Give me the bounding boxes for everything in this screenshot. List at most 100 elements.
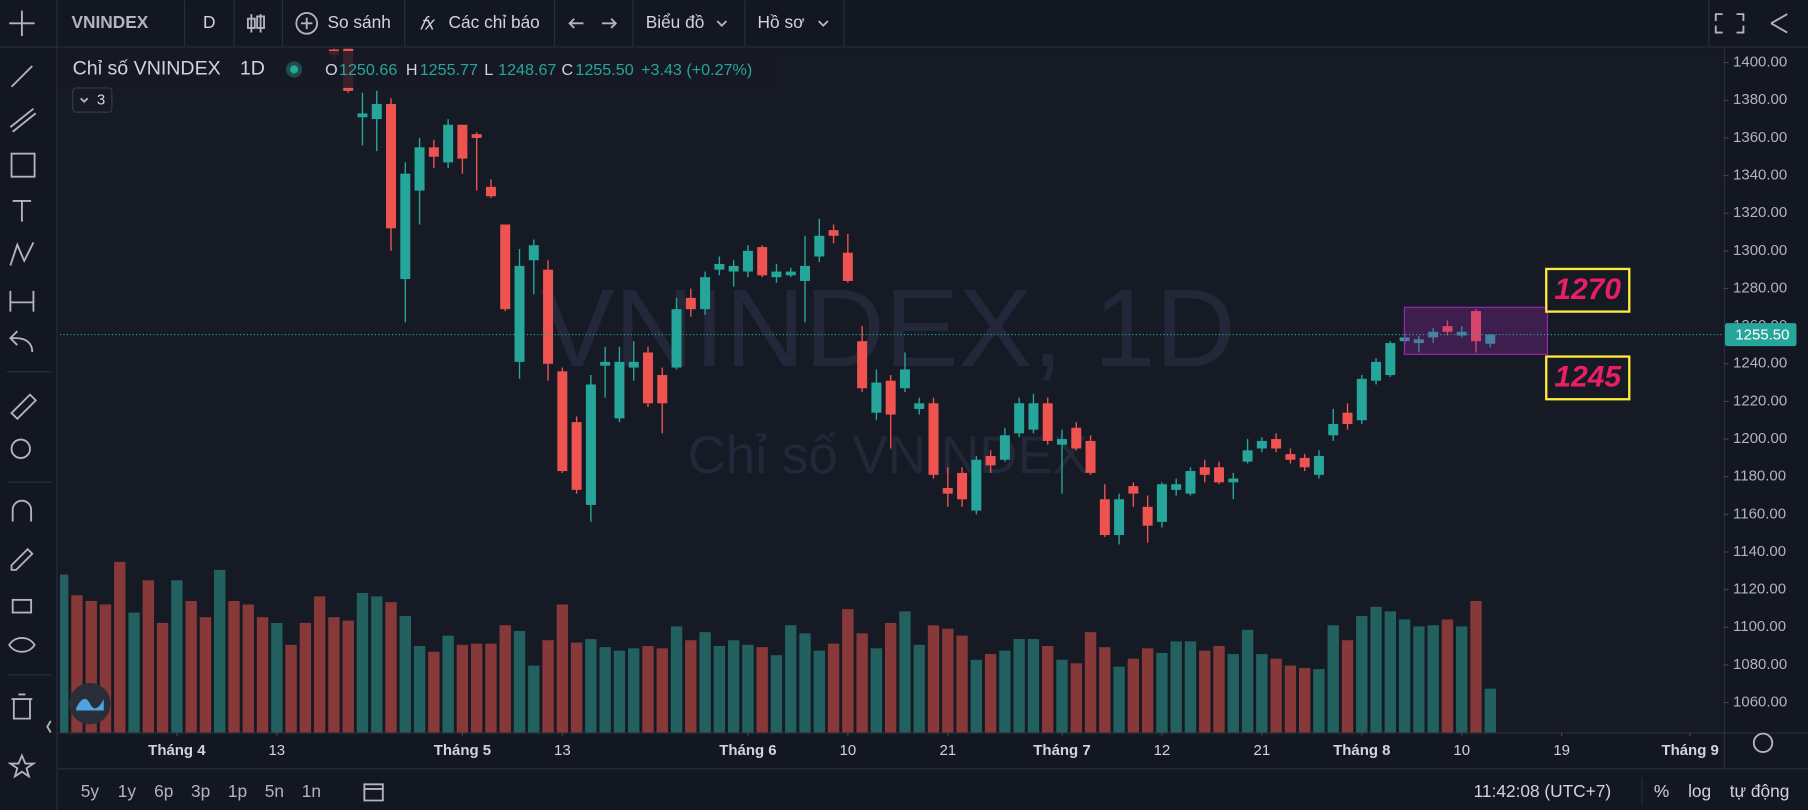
candle-body <box>414 147 425 191</box>
log-toggle[interactable]: log <box>1688 781 1711 801</box>
candle-body <box>1413 339 1424 344</box>
chevron <box>716 20 728 27</box>
chart-menu[interactable]: Biểu đồ <box>646 12 705 32</box>
lock-draw-icon[interactable] <box>10 547 34 571</box>
x-tick-label: Tháng 7 <box>1033 742 1090 759</box>
volume-bar <box>1199 650 1211 733</box>
range-button[interactable]: 1p <box>228 781 247 801</box>
fx-icon[interactable]: 𝑓x <box>420 12 436 33</box>
candle-body <box>1385 343 1396 376</box>
logo-mark <box>76 698 104 711</box>
volume-bar <box>385 602 397 733</box>
legend-close: 1255.50 <box>575 61 633 79</box>
eye-icon[interactable] <box>8 637 36 653</box>
indicator-toggle[interactable] <box>72 87 113 113</box>
volume-bar <box>1370 606 1382 733</box>
chevron <box>818 20 829 27</box>
zone-label-box <box>1545 355 1631 401</box>
y-tick-label: 1200.00 <box>1733 430 1787 447</box>
volume-bar <box>1070 663 1082 733</box>
candle-body <box>885 380 896 415</box>
volume-bar <box>785 625 797 733</box>
profile-menu[interactable]: Hồ sơ <box>758 12 805 32</box>
candle-body <box>628 361 639 368</box>
candle-body <box>1285 454 1296 460</box>
range-button[interactable]: 5y <box>81 781 100 801</box>
favorites-icon[interactable] <box>7 753 37 779</box>
percent-toggle[interactable]: % <box>1654 781 1669 801</box>
candle-body <box>985 455 996 466</box>
indicator-count: 3 <box>97 92 105 109</box>
x-tick-label: Tháng 4 <box>148 742 206 759</box>
plot <box>59 48 1724 733</box>
chart-type-icon[interactable] <box>246 14 265 33</box>
redo-button[interactable] <box>601 18 618 29</box>
pattern-icon[interactable] <box>9 242 35 266</box>
candle-body <box>828 230 839 236</box>
volume-bar <box>1141 648 1154 733</box>
volume-bar <box>1013 639 1025 733</box>
price-zone[interactable] <box>1403 306 1548 355</box>
fullscreen-button[interactable] <box>1714 13 1745 34</box>
symbol[interactable]: VNINDEX <box>71 12 148 32</box>
volume-bar <box>1084 632 1097 733</box>
range-button[interactable]: 3p <box>191 781 210 801</box>
measure-icon[interactable] <box>9 290 35 312</box>
indicators-button[interactable]: Các chỉ báo <box>449 12 540 32</box>
trash-icon[interactable] <box>11 693 33 720</box>
collapse-button[interactable] <box>46 720 52 733</box>
volume-bar <box>1027 639 1040 733</box>
legend-high: 1255.77 <box>420 61 478 79</box>
volume-bar <box>1113 666 1125 733</box>
volume-bar <box>899 611 911 733</box>
candle-body <box>1156 484 1167 522</box>
candle-body <box>1442 326 1453 332</box>
trendline-icon[interactable] <box>10 65 33 88</box>
zoom-icon[interactable] <box>10 438 31 459</box>
compare-button[interactable]: So sánh <box>327 12 390 32</box>
volume-bar <box>799 633 811 733</box>
auto-toggle[interactable]: tự động <box>1730 781 1790 801</box>
share-button[interactable] <box>1770 13 1788 34</box>
volume-bar <box>727 640 740 733</box>
date-range-button[interactable] <box>363 783 384 802</box>
range-button[interactable]: 1y <box>118 781 137 801</box>
legend-interval: 1D <box>240 58 265 80</box>
candle-body <box>1228 478 1239 483</box>
text-icon[interactable] <box>12 199 32 222</box>
fib-icon[interactable] <box>9 107 37 133</box>
ruler-icon[interactable] <box>10 393 38 421</box>
x-tick-label: 21 <box>1254 742 1271 759</box>
volume-bar <box>1156 652 1168 733</box>
candle-body <box>1042 403 1053 441</box>
shape-icon[interactable] <box>10 152 36 178</box>
legend-o: O <box>325 61 338 79</box>
range-button[interactable]: 5n <box>265 781 284 801</box>
interval[interactable]: D <box>203 12 215 32</box>
volume-bar <box>1213 645 1225 733</box>
volume-bar <box>870 648 883 733</box>
x-tick-label: Tháng 5 <box>434 742 491 759</box>
crosshair-icon[interactable] <box>9 10 35 37</box>
volume-bar <box>85 601 97 733</box>
undo-button[interactable] <box>568 18 584 29</box>
zone-label: 1270 <box>1554 273 1621 306</box>
volume-bar <box>1227 654 1239 733</box>
range-button[interactable]: 6p <box>154 781 173 801</box>
settings-button[interactable] <box>1752 732 1774 753</box>
legend-bg <box>59 51 775 88</box>
candle-body <box>971 459 982 511</box>
candle-body <box>642 352 653 404</box>
undo-icon[interactable] <box>9 330 34 353</box>
lock-icon[interactable] <box>11 598 33 614</box>
volume-bar <box>142 580 155 733</box>
magnet-icon[interactable] <box>11 499 33 522</box>
compare-icon[interactable] <box>295 12 319 35</box>
candle-body <box>400 173 411 280</box>
candle-body <box>371 104 382 120</box>
candle-body <box>386 104 397 229</box>
candle-body <box>1028 403 1039 430</box>
status-dot <box>289 65 299 74</box>
range-button[interactable]: 1n <box>302 781 321 801</box>
